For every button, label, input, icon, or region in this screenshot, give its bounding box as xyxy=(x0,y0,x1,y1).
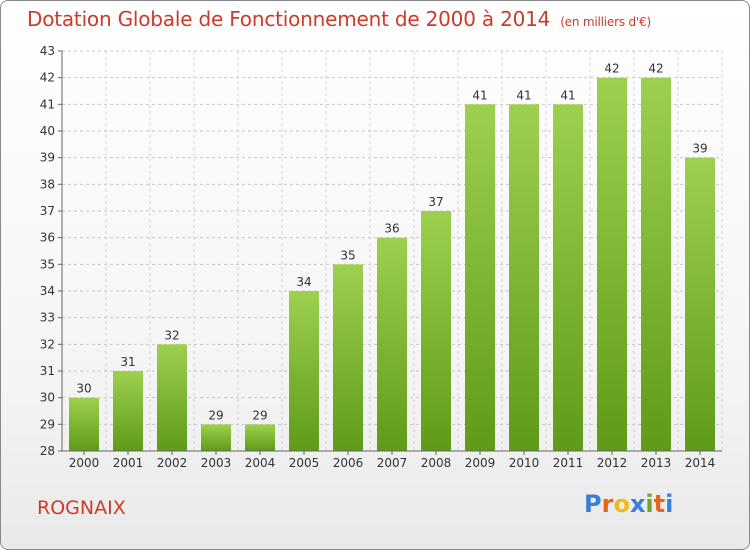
bar xyxy=(377,237,407,451)
bar xyxy=(421,211,451,451)
bar xyxy=(245,424,275,451)
y-tick-label: 31 xyxy=(40,364,55,378)
bar-value-label: 35 xyxy=(340,248,355,262)
bar-value-label: 32 xyxy=(164,328,179,342)
x-tick-label: 2007 xyxy=(377,456,408,470)
x-tick-label: 2005 xyxy=(289,456,320,470)
bar xyxy=(597,77,627,452)
y-tick-label: 29 xyxy=(40,417,55,431)
bar-value-label: 36 xyxy=(384,222,399,236)
bars: 30 31 32 29 29 34 35 36 37 41 41 41 42 42 39 xyxy=(69,62,715,452)
x-tick-label: 2006 xyxy=(333,456,364,470)
y-tick-label: 43 xyxy=(40,44,55,58)
logo-letter: i xyxy=(665,490,674,518)
bar-value-label: 39 xyxy=(692,142,707,156)
bar xyxy=(333,264,363,451)
x-tick-label: 2001 xyxy=(113,456,144,470)
x-tick-label: 2009 xyxy=(465,456,496,470)
x-tick-label: 2002 xyxy=(157,456,188,470)
bar xyxy=(509,104,539,451)
bar xyxy=(465,104,495,451)
x-tick-label: 2004 xyxy=(245,456,276,470)
y-tick-label: 41 xyxy=(40,97,55,111)
y-tick-label: 36 xyxy=(40,231,55,245)
y-tick-label: 32 xyxy=(40,337,55,351)
bar xyxy=(289,291,319,451)
logo-letter: o xyxy=(613,490,630,518)
x-tick-label: 2000 xyxy=(69,456,100,470)
bar-value-label: 31 xyxy=(120,355,135,369)
bar xyxy=(113,371,143,451)
bar-value-label: 41 xyxy=(516,88,531,102)
x-tick-label: 2011 xyxy=(553,456,584,470)
bar-value-label: 42 xyxy=(604,62,619,76)
y-tick-label: 40 xyxy=(40,124,55,138)
chart-unit: (en milliers d'€) xyxy=(560,15,651,29)
y-tick-label: 34 xyxy=(40,284,55,298)
x-tick-label: 2012 xyxy=(597,456,628,470)
x-tick-label: 2014 xyxy=(685,456,716,470)
bar-value-label: 30 xyxy=(76,382,91,396)
commune-name: ROGNAIX xyxy=(37,497,126,519)
y-tick-label: 35 xyxy=(40,257,55,271)
chart-title: Dotation Globale de Fonctionnement de 20… xyxy=(27,7,651,31)
bar-value-label: 29 xyxy=(208,408,223,422)
bar xyxy=(641,77,671,452)
bar xyxy=(157,344,187,451)
bar-value-label: 42 xyxy=(648,62,663,76)
y-tick-label: 30 xyxy=(40,391,55,405)
logo-letter: i xyxy=(645,490,654,518)
bar-value-label: 34 xyxy=(296,275,311,289)
bar-value-label: 37 xyxy=(428,195,443,209)
bar xyxy=(553,104,583,451)
proxiti-logo: Proxiti xyxy=(584,490,673,518)
bar xyxy=(69,397,99,451)
y-tick-label: 39 xyxy=(40,151,55,165)
bar xyxy=(201,424,231,451)
x-tick-label: 2010 xyxy=(509,456,540,470)
axes: 28 29 30 31 32 33 34 35 36 37 38 39 40 41 42 43 2000 2001… xyxy=(40,44,722,470)
chart-title-text: Dotation Globale de Fonctionnement de 20… xyxy=(27,7,551,31)
bar xyxy=(685,157,715,451)
y-tick-label: 28 xyxy=(40,444,55,458)
y-tick-label: 37 xyxy=(40,204,55,218)
bar-value-label: 41 xyxy=(560,88,575,102)
bar-value-label: 41 xyxy=(472,88,487,102)
x-tick-label: 2013 xyxy=(641,456,672,470)
bar-value-label: 29 xyxy=(252,408,267,422)
x-tick-label: 2008 xyxy=(421,456,452,470)
logo-letter: P xyxy=(584,490,602,518)
y-tick-label: 38 xyxy=(40,177,55,191)
logo-letter: t xyxy=(653,490,666,518)
logo-letter: x xyxy=(629,490,646,518)
x-tick-label: 2003 xyxy=(201,456,232,470)
logo-letter: r xyxy=(601,490,614,518)
y-tick-label: 42 xyxy=(40,71,55,85)
y-tick-label: 33 xyxy=(40,311,55,325)
